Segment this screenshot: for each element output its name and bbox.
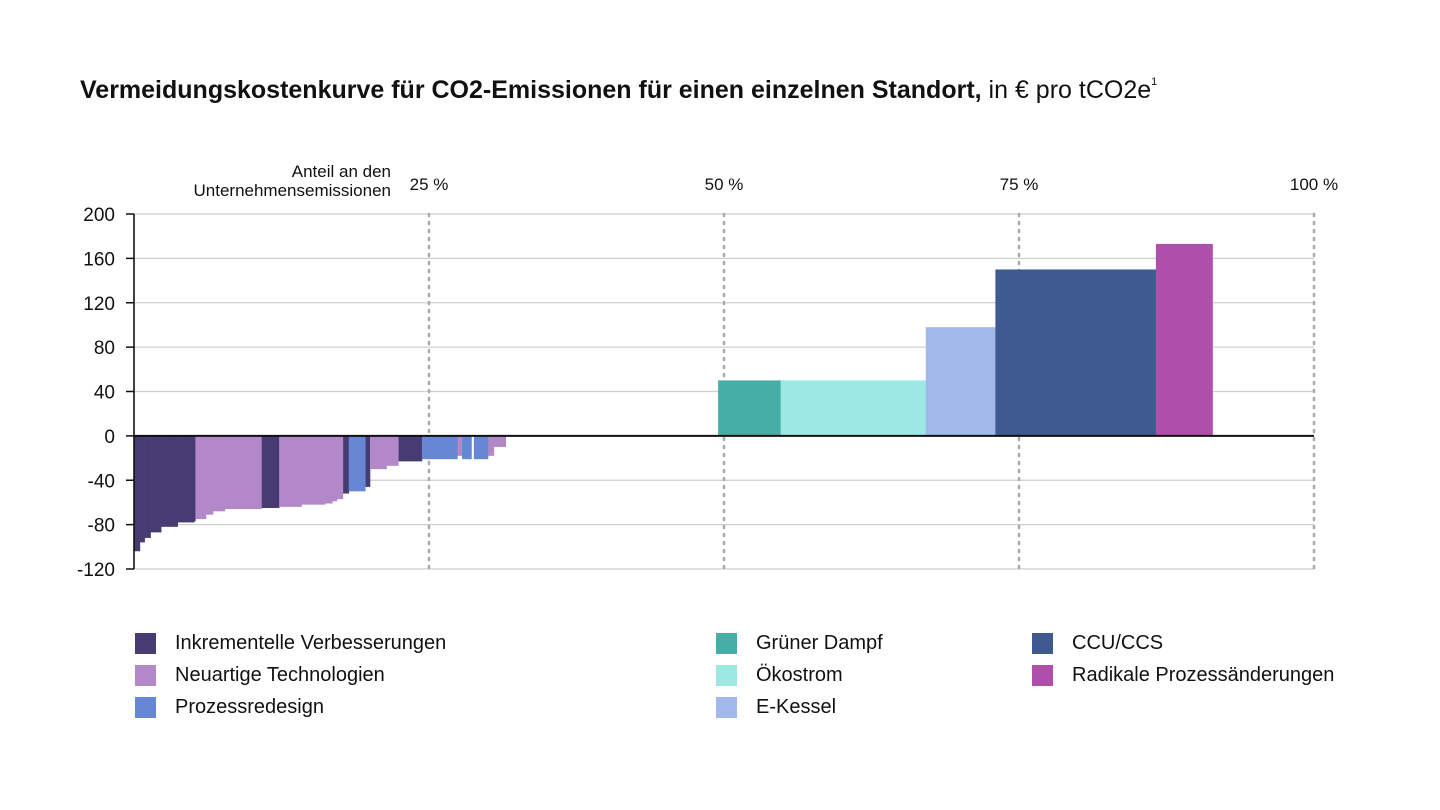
legend-item-radikale-prozessaenderungen: Radikale Prozessänderungen [1032,663,1334,687]
legend-label: Prozessredesign [175,695,324,718]
bar [194,435,196,522]
x-tick-label: 75 % [1000,175,1039,194]
y-tick-label: 40 [94,383,115,404]
y-tick-label: 120 [83,294,115,315]
bar [370,435,387,470]
chart-title-unit: in € pro tCO2e [981,76,1152,104]
chart-labels: 200 160 120 80 40 0 -40 -80 -120 25 % 50 % 75 % 100 … [77,162,1338,581]
legend-swatch [716,696,737,718]
legend-swatch [716,664,737,686]
legend-swatch [1032,664,1053,686]
chart-axes [126,213,1314,570]
bar [134,435,141,552]
bar [473,435,489,460]
bar [224,435,262,510]
bar [488,435,495,456]
legend-swatch [135,664,156,686]
legend-item-neuartige-technologien: Neuartige Technologien [135,663,385,687]
legend-item-oekostrom: Ökostrom [716,663,843,687]
y-tick-label: -40 [88,471,115,492]
legend-label: Radikale Prozessänderungen [1072,663,1335,686]
x-tick-label: 100 % [1290,175,1338,194]
x-tick-label: 50 % [705,175,744,194]
legend-label: Neuartige Technologien [175,663,385,686]
legend-label: Ökostrom [756,663,843,686]
chart-title-main: Vermeidungskostenkurve für CO2-Emissione… [80,76,982,104]
bar [421,435,458,460]
y-tick-label: -80 [88,516,115,537]
bar [161,435,178,527]
bar [342,435,350,494]
bar [462,435,472,460]
chart-title-footnote: 1 [1151,76,1158,88]
bar [457,435,463,456]
bar [325,435,333,504]
bar [144,435,151,538]
bar [150,435,162,533]
x-axis-label-line2: Unternehmensemissionen [194,181,392,200]
x-tick-label: 25 % [410,175,449,194]
bar [336,435,344,500]
bar [195,435,207,520]
bar [493,435,506,447]
bar [139,435,145,543]
y-tick-label: 0 [104,427,115,448]
bar [386,435,399,466]
x-axis-label-line1: Anteil an den [292,162,391,181]
bar [301,435,326,505]
legend-item-gruener-dampf: Grüner Dampf [716,631,883,655]
bar [1155,243,1213,436]
bar [213,435,226,512]
legend-swatch [135,632,156,654]
bar [925,327,996,436]
legend-item-ccu-ccs: CCU/CCS [1032,631,1163,655]
bar [332,435,338,502]
legend-label: Grüner Dampf [756,631,883,654]
legend-label: CCU/CCS [1072,631,1164,654]
chart-title: Vermeidungskostenkurve für CO2-Emissione… [80,76,1157,105]
bar [780,380,927,436]
legend-label: Inkrementelle Verbesserungen [175,631,447,654]
bar [718,380,781,436]
legend-swatch [716,632,737,654]
bar [279,435,302,507]
y-tick-label: 160 [83,249,115,270]
legend-label: E-Kessel [756,695,837,718]
bar [365,435,371,487]
bar [177,435,195,523]
bar [995,269,1157,436]
y-tick-label: 200 [83,205,115,226]
bar [261,435,280,508]
legend-item-inkrementelle-verbesserungen: Inkrementelle Verbesserungen [135,631,446,655]
legend-item-prozessredesign: Prozessredesign [135,695,324,719]
bar [205,435,214,515]
legend-swatch [1032,632,1053,654]
bar [348,435,366,492]
y-tick-label: -120 [77,560,115,581]
y-tick-label: 80 [94,338,115,359]
chart-bars [134,243,1213,552]
bar [398,435,423,462]
legend-swatch [135,696,156,718]
legend-item-e-kessel: E-Kessel [716,695,836,719]
